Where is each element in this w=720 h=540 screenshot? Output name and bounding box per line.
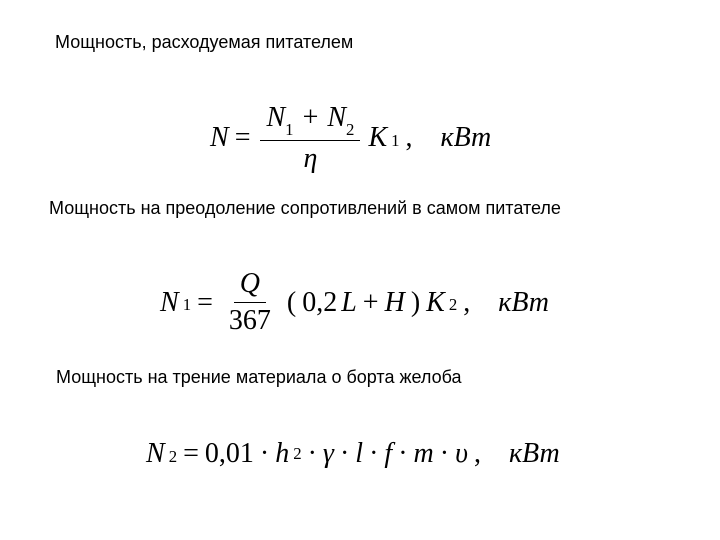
f3-lhs-sub: 2 (169, 447, 177, 467)
f3-l: l (355, 438, 363, 470)
f2-a: 0,2 (302, 287, 337, 319)
f1-num-a-sub: 1 (285, 120, 293, 139)
f2-unit: кВт (498, 287, 549, 319)
f3-gamma: γ (323, 438, 334, 470)
equals-icon: = (183, 438, 199, 470)
f3-f: f (384, 438, 392, 470)
f1-num: N1 + N2 (260, 102, 360, 141)
f2-comma: , (463, 287, 470, 319)
dot-icon: · (369, 438, 378, 470)
paren-open-icon: ( (287, 287, 296, 319)
f2-num: Q (234, 268, 266, 303)
f2-coef: K (426, 287, 445, 319)
f3-h: h (275, 438, 289, 470)
f3-lhs: N (146, 438, 165, 470)
f1-num-b-sub: 2 (346, 120, 354, 139)
formula-3: N2 = 0,01·h2 ·γ ·l ·f ·m ·υ, кВт (146, 438, 560, 470)
f2-b: L (341, 287, 357, 319)
f3-m: m (414, 438, 434, 470)
f2-fraction: Q 367 (223, 268, 277, 337)
dot-icon: · (260, 438, 269, 470)
dot-icon: · (308, 438, 317, 470)
paren-close-icon: ) (411, 287, 420, 319)
formula-2: N1 = Q 367 (0,2L + H)K2, кВт (160, 268, 549, 337)
f3-const: 0,01 (205, 438, 254, 470)
f1-unit: кВт (441, 122, 492, 154)
f2-lhs: N (160, 287, 179, 319)
equals-icon: = (235, 122, 251, 154)
caption-1: Мощность, расходуемая питателем (55, 32, 353, 53)
f1-fraction: N1 + N2 η (260, 102, 360, 175)
f1-coef-sub: 1 (391, 131, 399, 151)
f1-comma: , (406, 122, 413, 154)
caption-3: Мощность на трение материала о борта жел… (56, 367, 462, 388)
equals-icon: = (197, 287, 213, 319)
plus-icon: + (303, 102, 319, 133)
f1-num-b: N (327, 102, 346, 133)
f2-c: H (385, 287, 405, 319)
f3-v: υ (455, 438, 468, 470)
f1-den: η (298, 141, 324, 175)
f3-unit: кВт (509, 438, 560, 470)
f2-lhs-sub: 1 (183, 295, 191, 315)
f1-lhs: N (210, 122, 229, 154)
f1-coef: K (368, 122, 387, 154)
f1-num-a: N (266, 102, 285, 133)
f3-comma: , (474, 438, 481, 470)
plus-icon: + (363, 287, 379, 319)
formula-1: N = N1 + N2 η K1, кВт (210, 102, 491, 175)
f3-h-exp: 2 (293, 444, 301, 464)
dot-icon: · (440, 438, 449, 470)
caption-2: Мощность на преодоление сопротивлений в … (49, 198, 561, 219)
f2-den: 367 (223, 303, 277, 337)
dot-icon: · (398, 438, 407, 470)
f2-coef-sub: 2 (449, 295, 457, 315)
dot-icon: · (340, 438, 349, 470)
